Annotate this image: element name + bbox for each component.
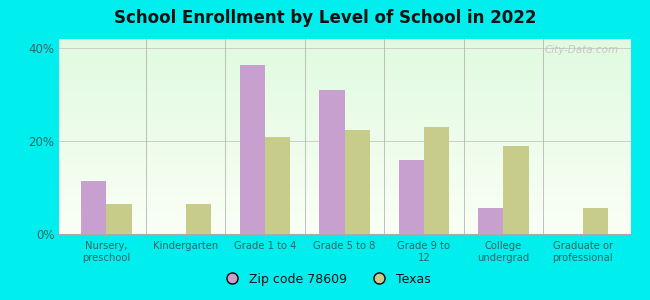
Bar xyxy=(398,160,424,234)
Bar xyxy=(424,127,449,234)
Legend: Zip code 78609, Texas: Zip code 78609, Texas xyxy=(214,268,436,291)
Bar xyxy=(319,90,344,234)
Bar xyxy=(81,181,106,234)
Bar xyxy=(583,208,608,234)
Bar xyxy=(344,130,370,234)
Bar xyxy=(265,136,291,234)
Text: School Enrollment by Level of School in 2022: School Enrollment by Level of School in … xyxy=(114,9,536,27)
Bar xyxy=(240,64,265,234)
Text: City-Data.com: City-Data.com xyxy=(545,45,619,55)
Bar xyxy=(106,204,131,234)
Bar xyxy=(478,208,503,234)
Bar xyxy=(186,204,211,234)
Bar xyxy=(503,146,529,234)
